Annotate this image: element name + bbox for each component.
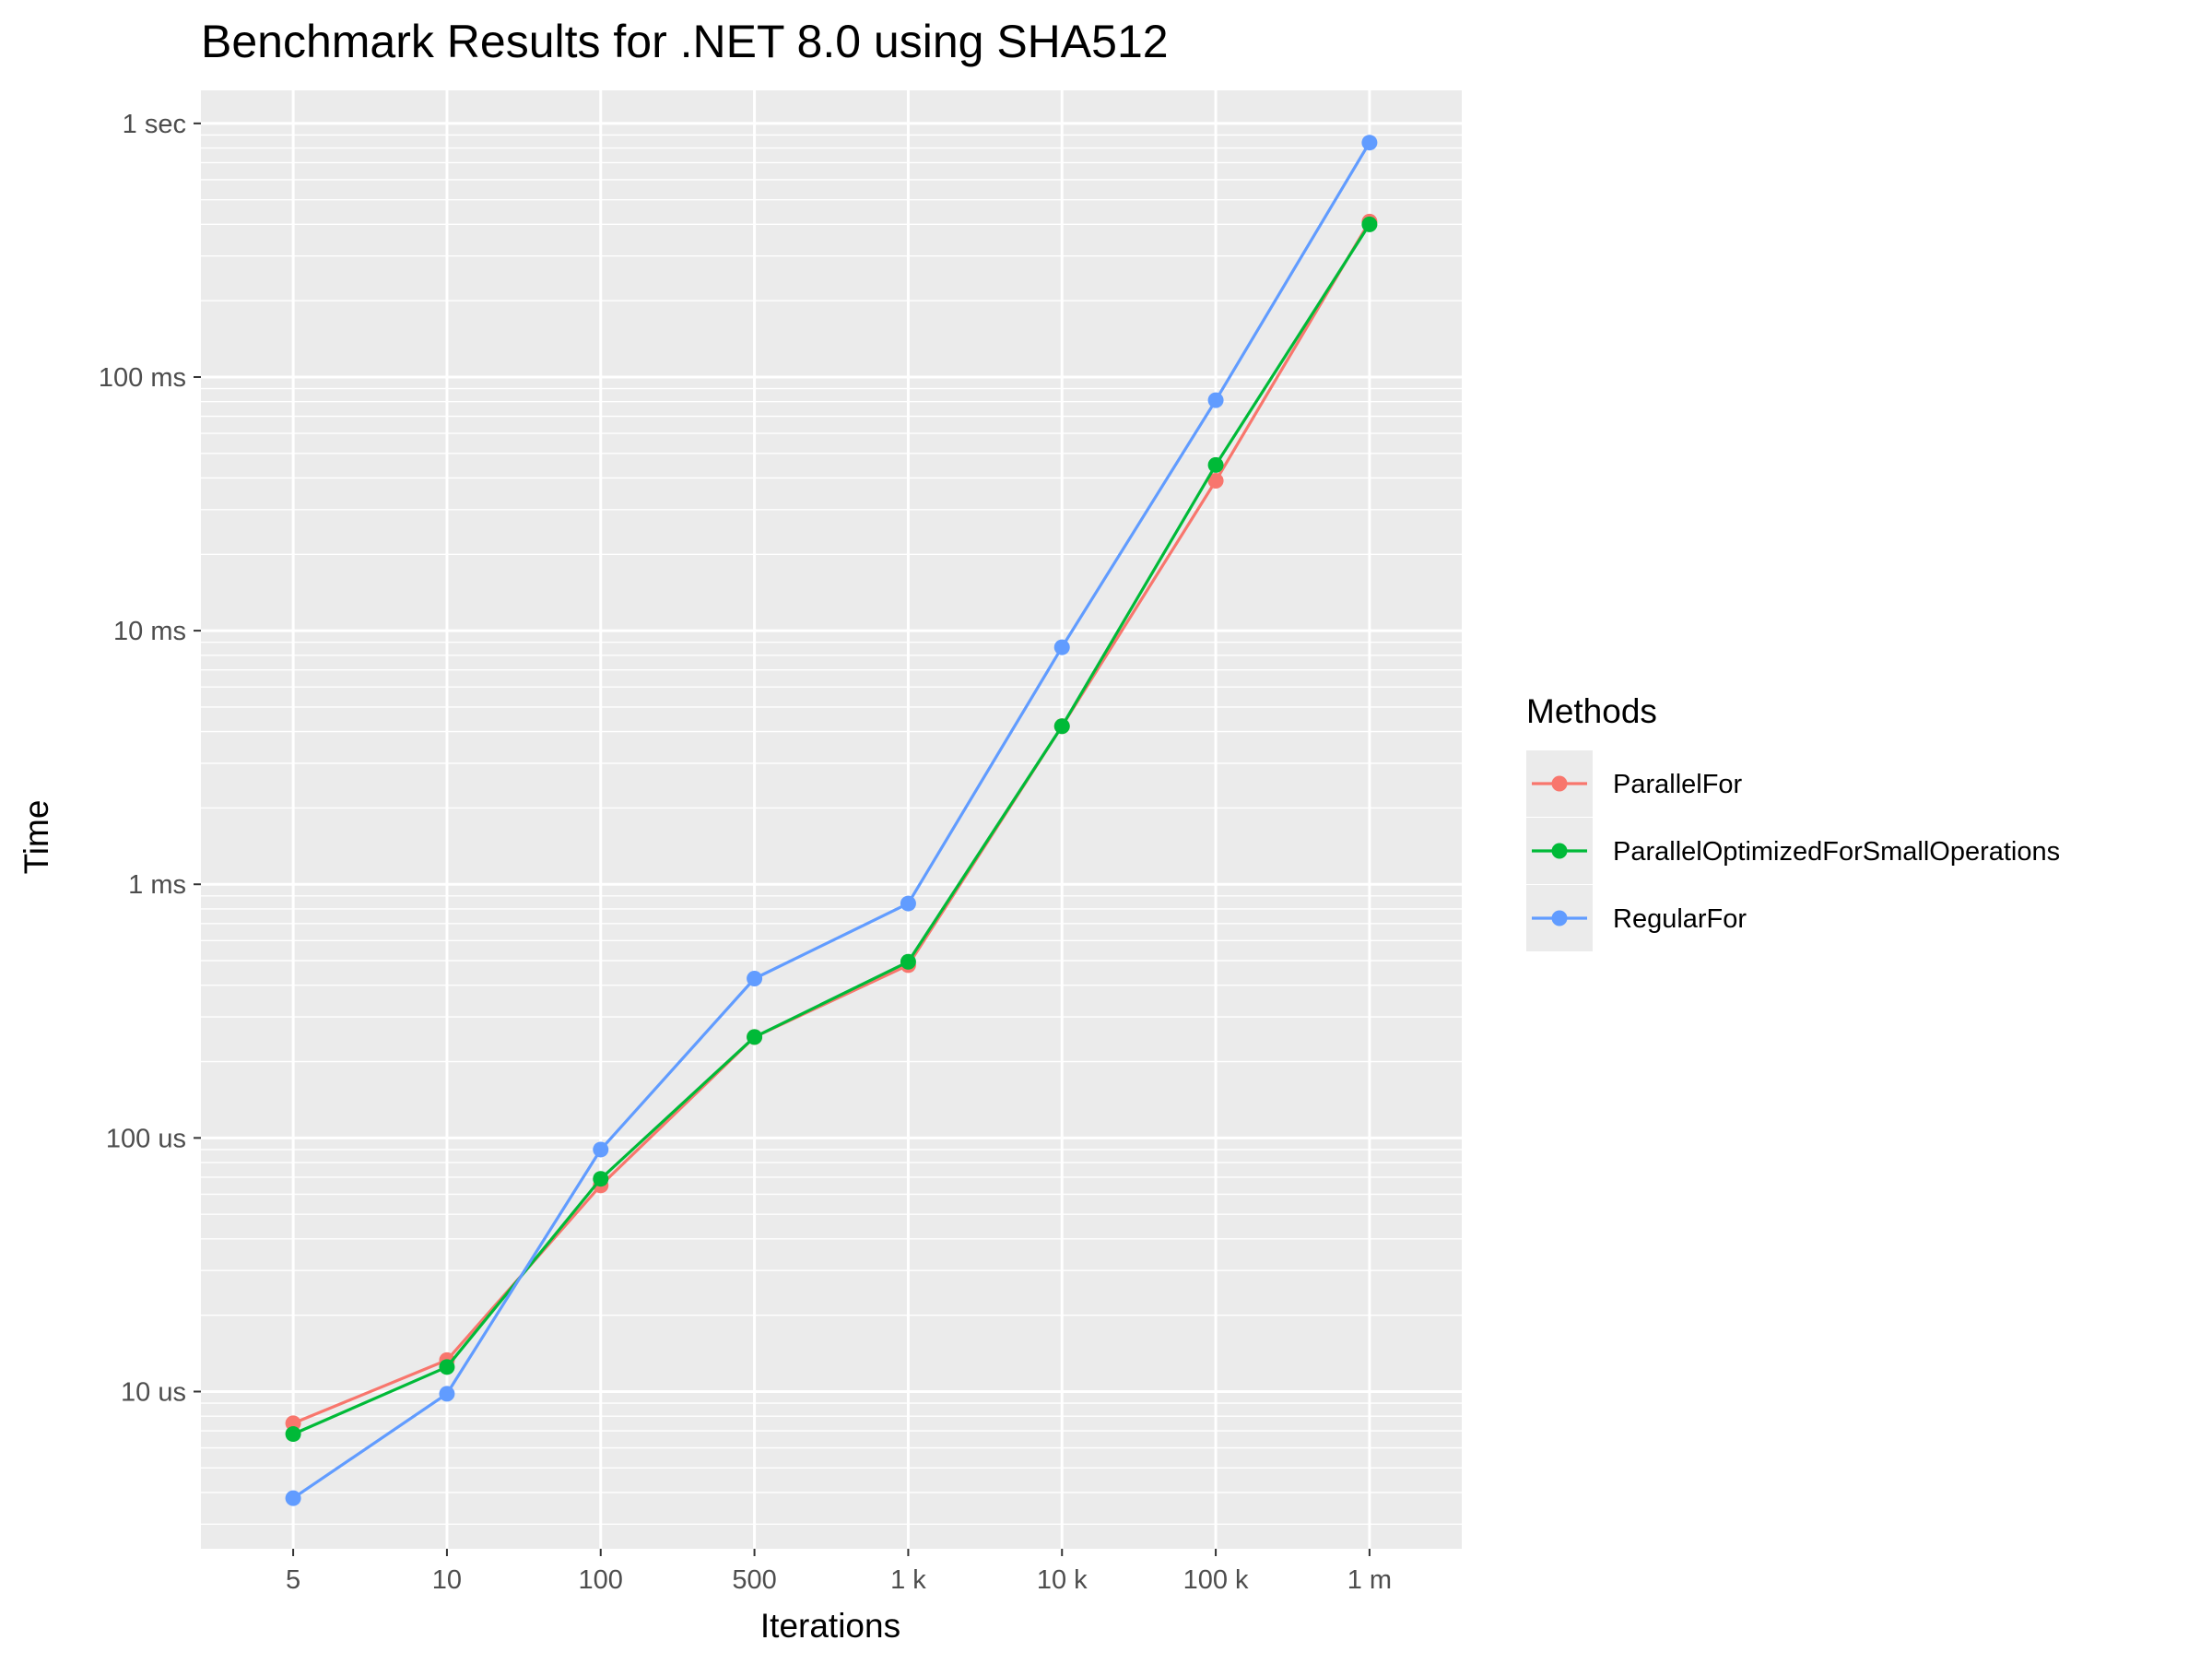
series-line bbox=[292, 223, 1371, 1436]
data-series bbox=[285, 135, 1378, 1506]
legend-item: RegularFor bbox=[1526, 885, 1747, 951]
chart-title: Benchmark Results for .NET 8.0 using SHA… bbox=[201, 16, 1169, 67]
series-line bbox=[292, 141, 1371, 1500]
x-tick-label: 10 k bbox=[1037, 1565, 1088, 1595]
grid-lines bbox=[201, 90, 1462, 1549]
x-tick-label: 100 k bbox=[1183, 1565, 1249, 1595]
x-tick-label: 1 k bbox=[890, 1565, 926, 1595]
data-point bbox=[1053, 718, 1070, 735]
data-point bbox=[1207, 456, 1224, 473]
legend-item: ParallelFor bbox=[1526, 750, 1743, 817]
legend-key-point bbox=[1551, 910, 1568, 926]
data-point bbox=[285, 1490, 301, 1506]
data-point bbox=[1207, 392, 1224, 408]
y-tick-label: 1 sec bbox=[123, 110, 186, 139]
y-axis-title: Time bbox=[18, 800, 55, 875]
legend: Methods ParallelFor ParallelOptimizedForS… bbox=[1526, 692, 2060, 951]
legend-label: ParallelOptimizedForSmallOperations bbox=[1613, 837, 2060, 867]
data-point bbox=[593, 1171, 609, 1187]
x-axis-title: Iterations bbox=[760, 1607, 900, 1645]
y-tick-label: 1 ms bbox=[128, 870, 186, 900]
series-line bbox=[292, 220, 1371, 1425]
legend-item: ParallelOptimizedForSmallOperations bbox=[1526, 818, 2060, 884]
data-point bbox=[747, 1029, 763, 1045]
y-tick-label: 10 us bbox=[121, 1377, 186, 1407]
legend-label: ParallelFor bbox=[1613, 770, 1743, 799]
legend-key-point bbox=[1551, 775, 1568, 792]
data-point bbox=[285, 1415, 301, 1432]
data-point bbox=[1207, 472, 1224, 489]
x-tick-label: 500 bbox=[732, 1565, 776, 1595]
data-point bbox=[747, 970, 763, 986]
data-point bbox=[900, 953, 916, 970]
series-paralleloptimizedforsmalloperations bbox=[285, 216, 1378, 1443]
data-point bbox=[285, 1426, 301, 1443]
y-tick-label: 10 ms bbox=[113, 617, 186, 646]
data-point bbox=[900, 895, 916, 912]
data-point bbox=[439, 1359, 455, 1375]
x-tick-label: 1 m bbox=[1347, 1565, 1392, 1595]
x-tick-label: 5 bbox=[286, 1565, 300, 1595]
data-point bbox=[1361, 216, 1378, 232]
data-point bbox=[1053, 639, 1070, 655]
x-tick-label: 100 bbox=[579, 1565, 623, 1595]
y-tick-label: 100 ms bbox=[99, 363, 186, 393]
data-point bbox=[593, 1141, 609, 1158]
legend-label: RegularFor bbox=[1613, 904, 1747, 934]
data-point bbox=[1361, 135, 1378, 151]
plot-panel-background bbox=[201, 90, 1462, 1549]
series-regularfor bbox=[285, 135, 1378, 1506]
y-tick-label: 100 us bbox=[106, 1124, 186, 1153]
axes: 10 us 100 us 1 ms 10 ms 100 ms 1 sec 5 10 100 500… bbox=[99, 110, 1392, 1595]
x-tick-label: 10 bbox=[432, 1565, 462, 1595]
data-point bbox=[439, 1386, 455, 1402]
legend-key-point bbox=[1551, 843, 1568, 859]
legend-title: Methods bbox=[1526, 692, 1657, 730]
plot-panel bbox=[201, 90, 1462, 1549]
